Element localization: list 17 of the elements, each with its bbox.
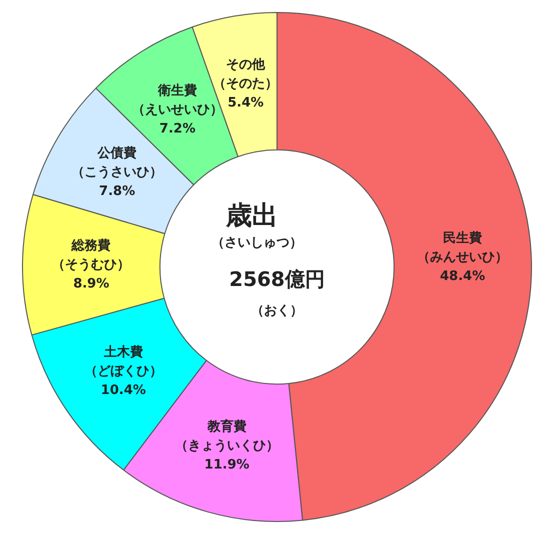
slice-label: 教育費（きょういくひ）	[174, 418, 279, 454]
data-label: 7.2%	[159, 122, 196, 137]
slice-label: その他（そのた）	[213, 57, 278, 92]
slice-label: 土木費（どぼくひ）	[84, 344, 162, 379]
slice-label: 総務費（そうむひ）	[52, 238, 130, 273]
data-label: 10.4%	[100, 382, 146, 398]
data-label: 5.4%	[228, 95, 264, 110]
text: （さいしゅつ）	[212, 235, 302, 250]
data-label: 8.9%	[73, 276, 110, 292]
text: （おく）	[251, 303, 303, 318]
slice-label: 民生費（みんせいひ）	[417, 231, 508, 266]
slice-label: 公債費（こうさいひ）	[72, 146, 163, 180]
text: 2568億円	[229, 267, 325, 292]
data-label: 48.4%	[440, 269, 486, 284]
data-label: 11.9%	[204, 457, 250, 472]
text: 歳出	[225, 200, 278, 231]
data-label: 7.8%	[99, 184, 136, 199]
